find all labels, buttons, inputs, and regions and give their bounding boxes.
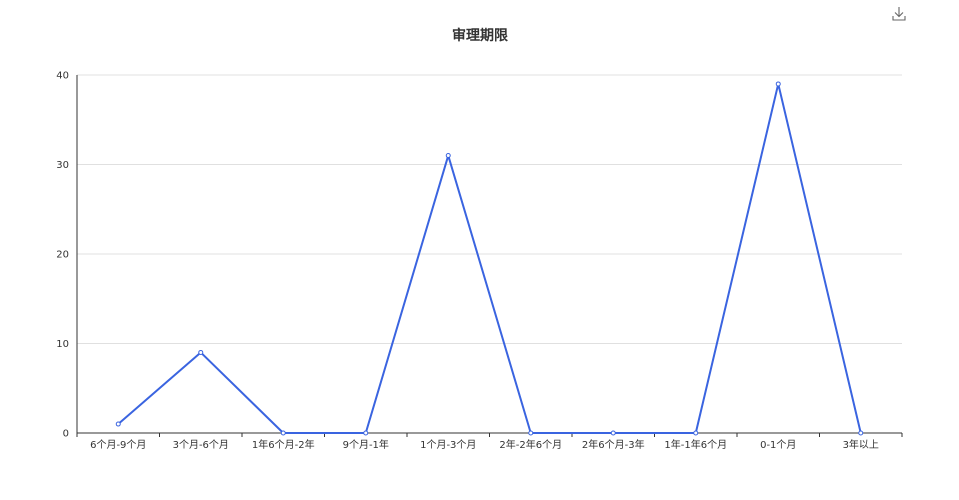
x-axis-ticks: 6个月-9个月 3个月-6个月 1年6个月-2年 9个月-1年 1个月-3个月 2年-2年… [90, 438, 879, 451]
series-layer [115, 81, 864, 436]
data-point[interactable] [280, 430, 286, 436]
y-tick-label: 40 [56, 71, 69, 82]
y-tick-label: 20 [56, 250, 69, 261]
data-point[interactable] [528, 430, 534, 436]
x-tick-label: 0-1个月 [760, 439, 796, 451]
chart-title: 审理期限 [452, 27, 508, 44]
data-point[interactable] [363, 430, 369, 436]
x-tick-label: 2年-2年6个月 [499, 438, 562, 451]
x-tick-label: 1年6个月-2年 [252, 438, 315, 451]
data-point[interactable] [610, 430, 616, 436]
x-tick-label: 6个月-9个月 [90, 439, 146, 451]
data-point[interactable] [198, 349, 204, 355]
y-tick-label: 10 [56, 339, 69, 350]
data-point[interactable] [693, 430, 699, 436]
grid-lines [77, 74, 902, 344]
axes [76, 75, 903, 437]
series-line [117, 82, 862, 434]
x-tick-label: 9个月-1年 [343, 438, 389, 451]
x-tick-label: 3个月-6个月 [173, 439, 229, 451]
x-tick-label: 1年-1年6个月 [664, 438, 727, 451]
download-icon[interactable] [892, 7, 906, 21]
data-point[interactable] [775, 81, 781, 87]
y-tick-label: 0 [63, 429, 69, 440]
data-point[interactable] [445, 153, 451, 159]
y-axis-ticks: 0 10 20 30 40 [56, 71, 69, 440]
x-tick-label: 2年6个月-3年 [582, 438, 645, 451]
x-tick-label: 1个月-3个月 [420, 439, 476, 451]
y-tick-label: 30 [56, 160, 69, 171]
data-point[interactable] [858, 430, 864, 436]
data-point[interactable] [115, 421, 121, 427]
x-tick-label: 3年以上 [843, 438, 879, 451]
